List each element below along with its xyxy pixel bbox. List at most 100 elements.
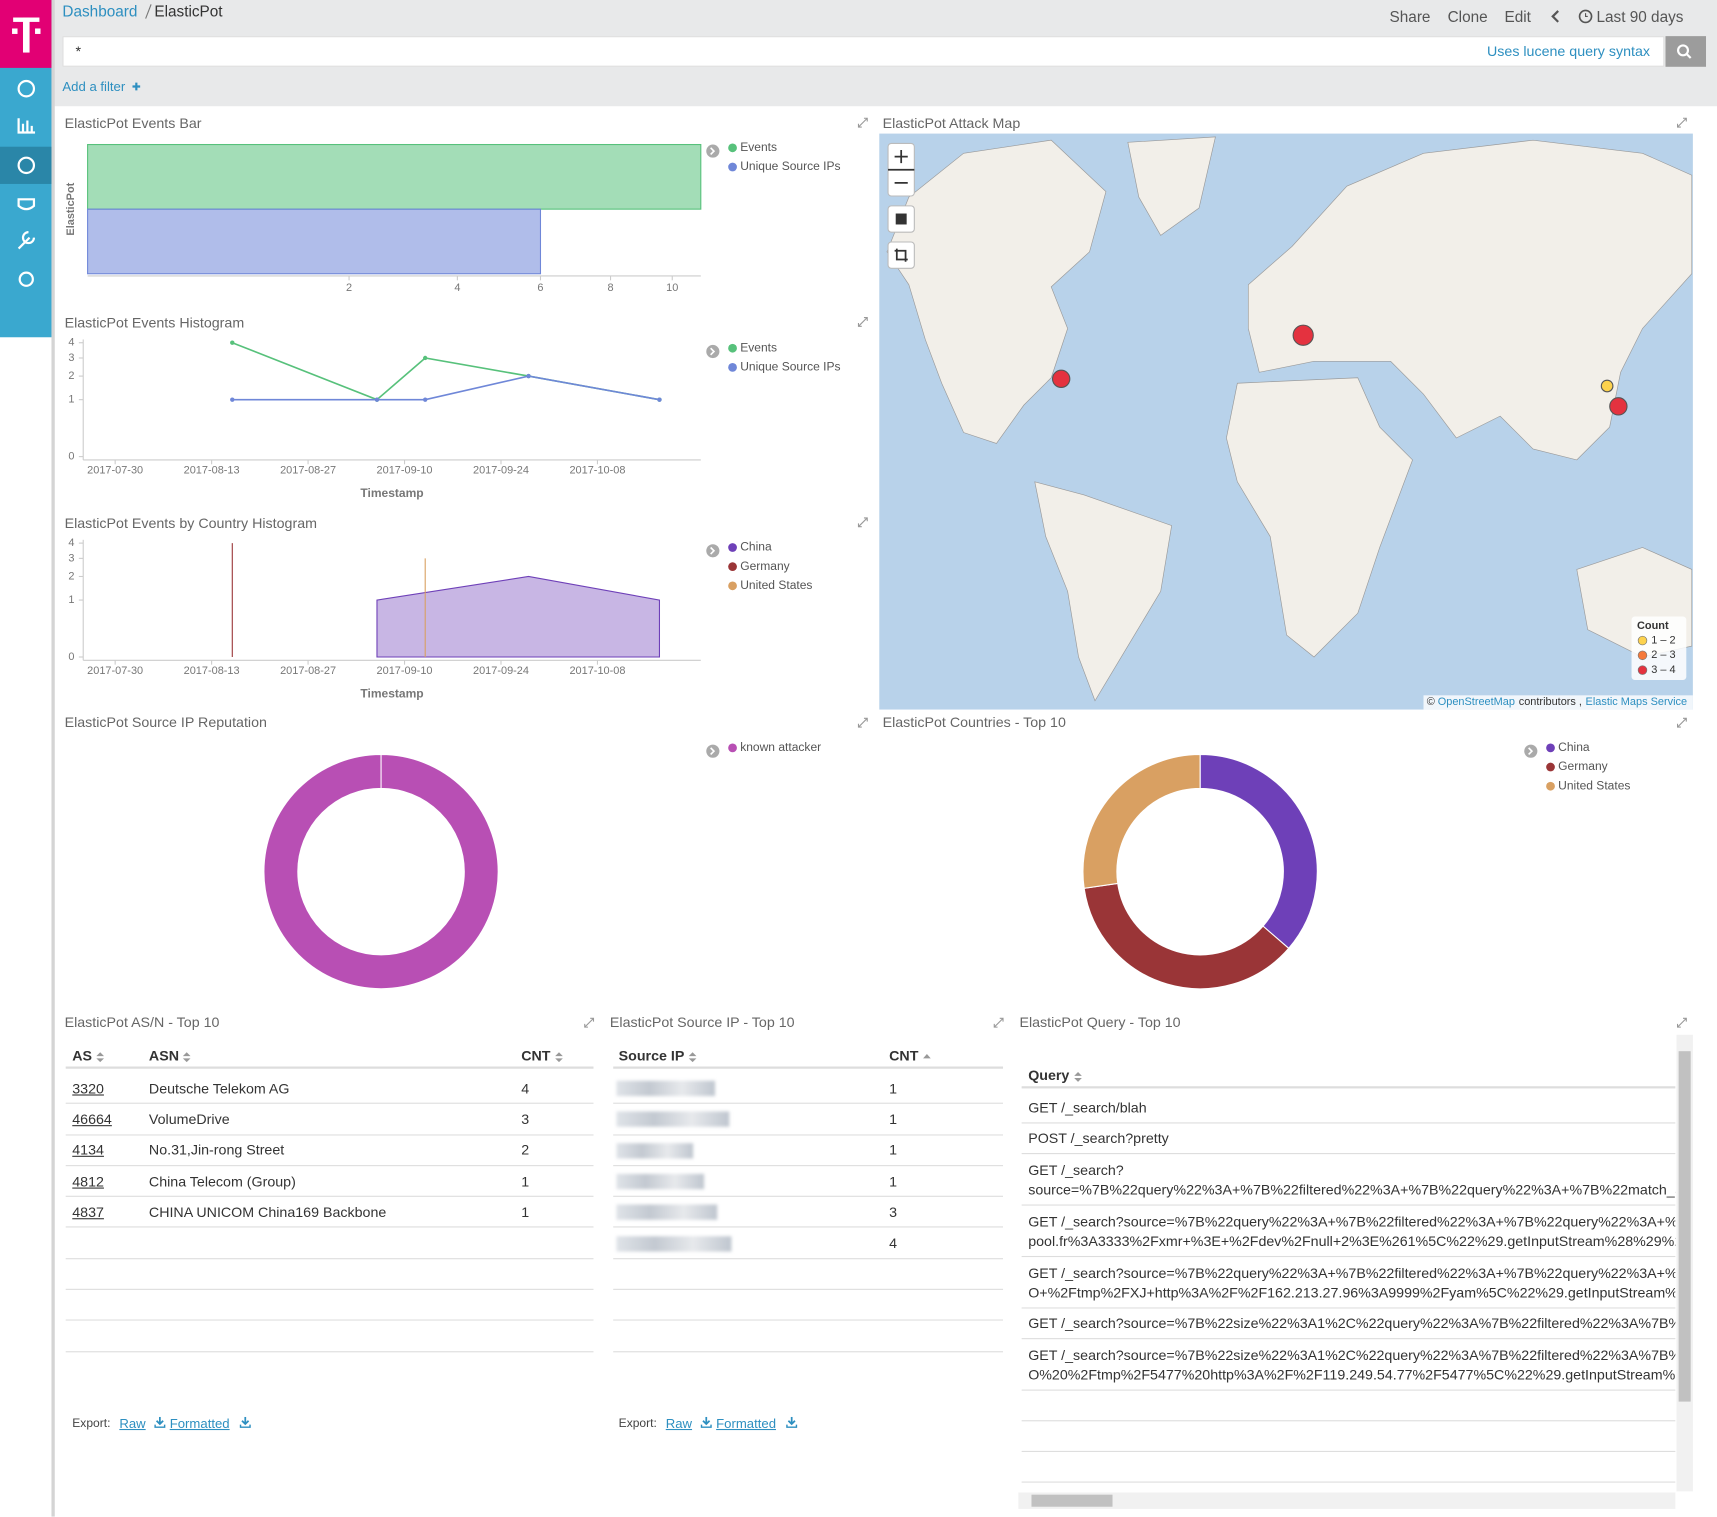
legend-swatch xyxy=(728,581,737,591)
map-point[interactable] xyxy=(1609,397,1628,416)
scrollbar-thumb[interactable] xyxy=(1678,1051,1691,1402)
attribution: © xyxy=(1427,696,1435,708)
table-row: 3 xyxy=(613,1197,1004,1229)
timelion-icon[interactable] xyxy=(17,198,36,211)
expand-icon[interactable] xyxy=(1676,717,1687,728)
column-header[interactable]: CNT xyxy=(889,1047,931,1064)
add-filter[interactable]: Add a filter xyxy=(62,78,126,95)
legend-swatch xyxy=(1546,762,1555,772)
export-formatted[interactable]: Formatted xyxy=(716,1415,777,1432)
donut-slice[interactable] xyxy=(1083,882,1290,990)
legend-toggle-icon xyxy=(710,546,716,555)
time-picker[interactable]: Last 90 days xyxy=(1596,7,1684,26)
category-label: ElasticPot xyxy=(65,182,77,235)
search-icon xyxy=(1676,44,1690,57)
donut-slice[interactable] xyxy=(263,753,499,990)
legend-label[interactable]: China xyxy=(1558,740,1590,754)
menu-item[interactable]: Share xyxy=(1389,7,1431,26)
column-header[interactable]: Query xyxy=(1028,1067,1082,1084)
search-button[interactable] xyxy=(1665,36,1707,67)
x-tick-label: 10 xyxy=(666,282,678,294)
expand-icon[interactable] xyxy=(857,117,868,128)
point xyxy=(526,373,531,379)
redacted-ip xyxy=(616,1235,732,1252)
dashboard-icon[interactable] xyxy=(17,156,36,175)
map-point[interactable] xyxy=(1051,369,1071,389)
as-link[interactable]: 46664 xyxy=(72,1110,112,1128)
map-point[interactable] xyxy=(1600,379,1614,393)
as-link[interactable]: 3320 xyxy=(72,1079,104,1097)
column-header[interactable]: ASN xyxy=(149,1047,192,1064)
table-cell: Deutsche Telekom AG xyxy=(148,1079,290,1097)
export-label: Export: xyxy=(72,1416,111,1431)
legend-label[interactable]: known attacker xyxy=(740,740,821,754)
sort-arrow xyxy=(688,1051,697,1062)
sort-icon xyxy=(688,1051,697,1062)
query-line: O+%2Ftmp%2FXJ+http%3A%2F%2F162.213.27.96… xyxy=(1028,1284,1676,1301)
fit-control[interactable] xyxy=(887,241,915,269)
legend-label[interactable]: China xyxy=(740,540,772,554)
table-cell: 2 xyxy=(521,1141,530,1159)
x-tick-label: 8 xyxy=(607,282,613,294)
legend-label[interactable]: Germany xyxy=(740,559,789,573)
legend-label[interactable]: Unique Source IPs xyxy=(740,159,840,173)
breadcrumb-link[interactable]: Dashboard xyxy=(62,2,138,20)
y-tick-label: 3 xyxy=(68,352,74,364)
land xyxy=(1127,136,1216,236)
export-raw[interactable]: Raw xyxy=(119,1415,146,1432)
settings-icon[interactable] xyxy=(18,271,34,287)
legend-label[interactable]: United States xyxy=(1558,778,1630,792)
query-hint[interactable]: Uses lucene query syntax xyxy=(1487,42,1651,60)
column-header[interactable]: Source IP xyxy=(619,1047,698,1064)
menu-item[interactable]: Clone xyxy=(1447,7,1488,26)
as-link[interactable]: 4837 xyxy=(72,1203,104,1221)
visualize-icon[interactable] xyxy=(17,118,36,134)
expand-icon[interactable] xyxy=(993,1017,1004,1028)
as-link[interactable]: 4134 xyxy=(72,1141,104,1159)
expand-icon[interactable] xyxy=(1676,117,1687,128)
y-tick-label: 0 xyxy=(68,651,74,663)
expand-icon[interactable] xyxy=(584,1017,595,1028)
add-filter-icon[interactable] xyxy=(132,82,141,91)
legend-swatch xyxy=(728,562,737,572)
legend-label[interactable]: Unique Source IPs xyxy=(740,360,840,374)
column-header[interactable]: AS xyxy=(72,1047,105,1064)
search-input[interactable] xyxy=(62,36,1665,67)
export-formatted[interactable]: Formatted xyxy=(169,1415,230,1432)
devtools-icon[interactable] xyxy=(17,231,36,250)
clock-hand xyxy=(1585,13,1588,17)
x-tick-label: 2017-09-24 xyxy=(473,665,529,677)
donut-slice[interactable] xyxy=(1199,753,1318,950)
discover-icon[interactable] xyxy=(17,79,36,98)
expand-icon[interactable] xyxy=(857,317,868,327)
expand-icon[interactable] xyxy=(857,517,868,528)
panel-title: ElasticPot Events by Country Histogram xyxy=(64,514,317,532)
legend-label[interactable]: Germany xyxy=(1558,759,1607,773)
export-raw[interactable]: Raw xyxy=(665,1415,693,1432)
donut-slice[interactable] xyxy=(1082,753,1201,889)
legend-label[interactable]: Events xyxy=(740,140,777,154)
y-tick-label: 4 xyxy=(68,337,74,349)
search-icon-handle xyxy=(1685,52,1692,59)
column-header[interactable]: CNT xyxy=(521,1047,563,1064)
attribution-link[interactable]: Elastic Maps Service xyxy=(1586,696,1688,708)
table-row: GET /_search? source=%7B%22query%22%3A+%7… xyxy=(1021,1154,1676,1206)
scrollbar-thumb[interactable] xyxy=(1031,1494,1113,1507)
back-icon[interactable] xyxy=(1551,10,1559,23)
table-cell: 1 xyxy=(889,1110,898,1128)
map-point[interactable] xyxy=(1292,324,1314,346)
query-text[interactable]: * xyxy=(75,42,82,60)
legend-swatch xyxy=(728,162,737,172)
menu-item[interactable]: Edit xyxy=(1504,7,1531,26)
attribution-link[interactable]: OpenStreetMap xyxy=(1438,696,1515,708)
legend-label[interactable]: United States xyxy=(740,578,812,592)
legend-label[interactable]: Events xyxy=(740,340,777,354)
expand-icon[interactable] xyxy=(857,717,868,728)
table-row: 4837 CHINA UNICOM China169 Backbone 1 xyxy=(65,1197,594,1229)
as-link[interactable]: 4812 xyxy=(72,1172,104,1190)
x-tick-label: 2017-08-27 xyxy=(280,465,336,477)
logo-dot xyxy=(35,28,41,34)
table-row: AS ASN CNT xyxy=(65,1045,594,1069)
expand-icon[interactable] xyxy=(1676,1017,1687,1028)
sort-arrow xyxy=(554,1051,563,1062)
